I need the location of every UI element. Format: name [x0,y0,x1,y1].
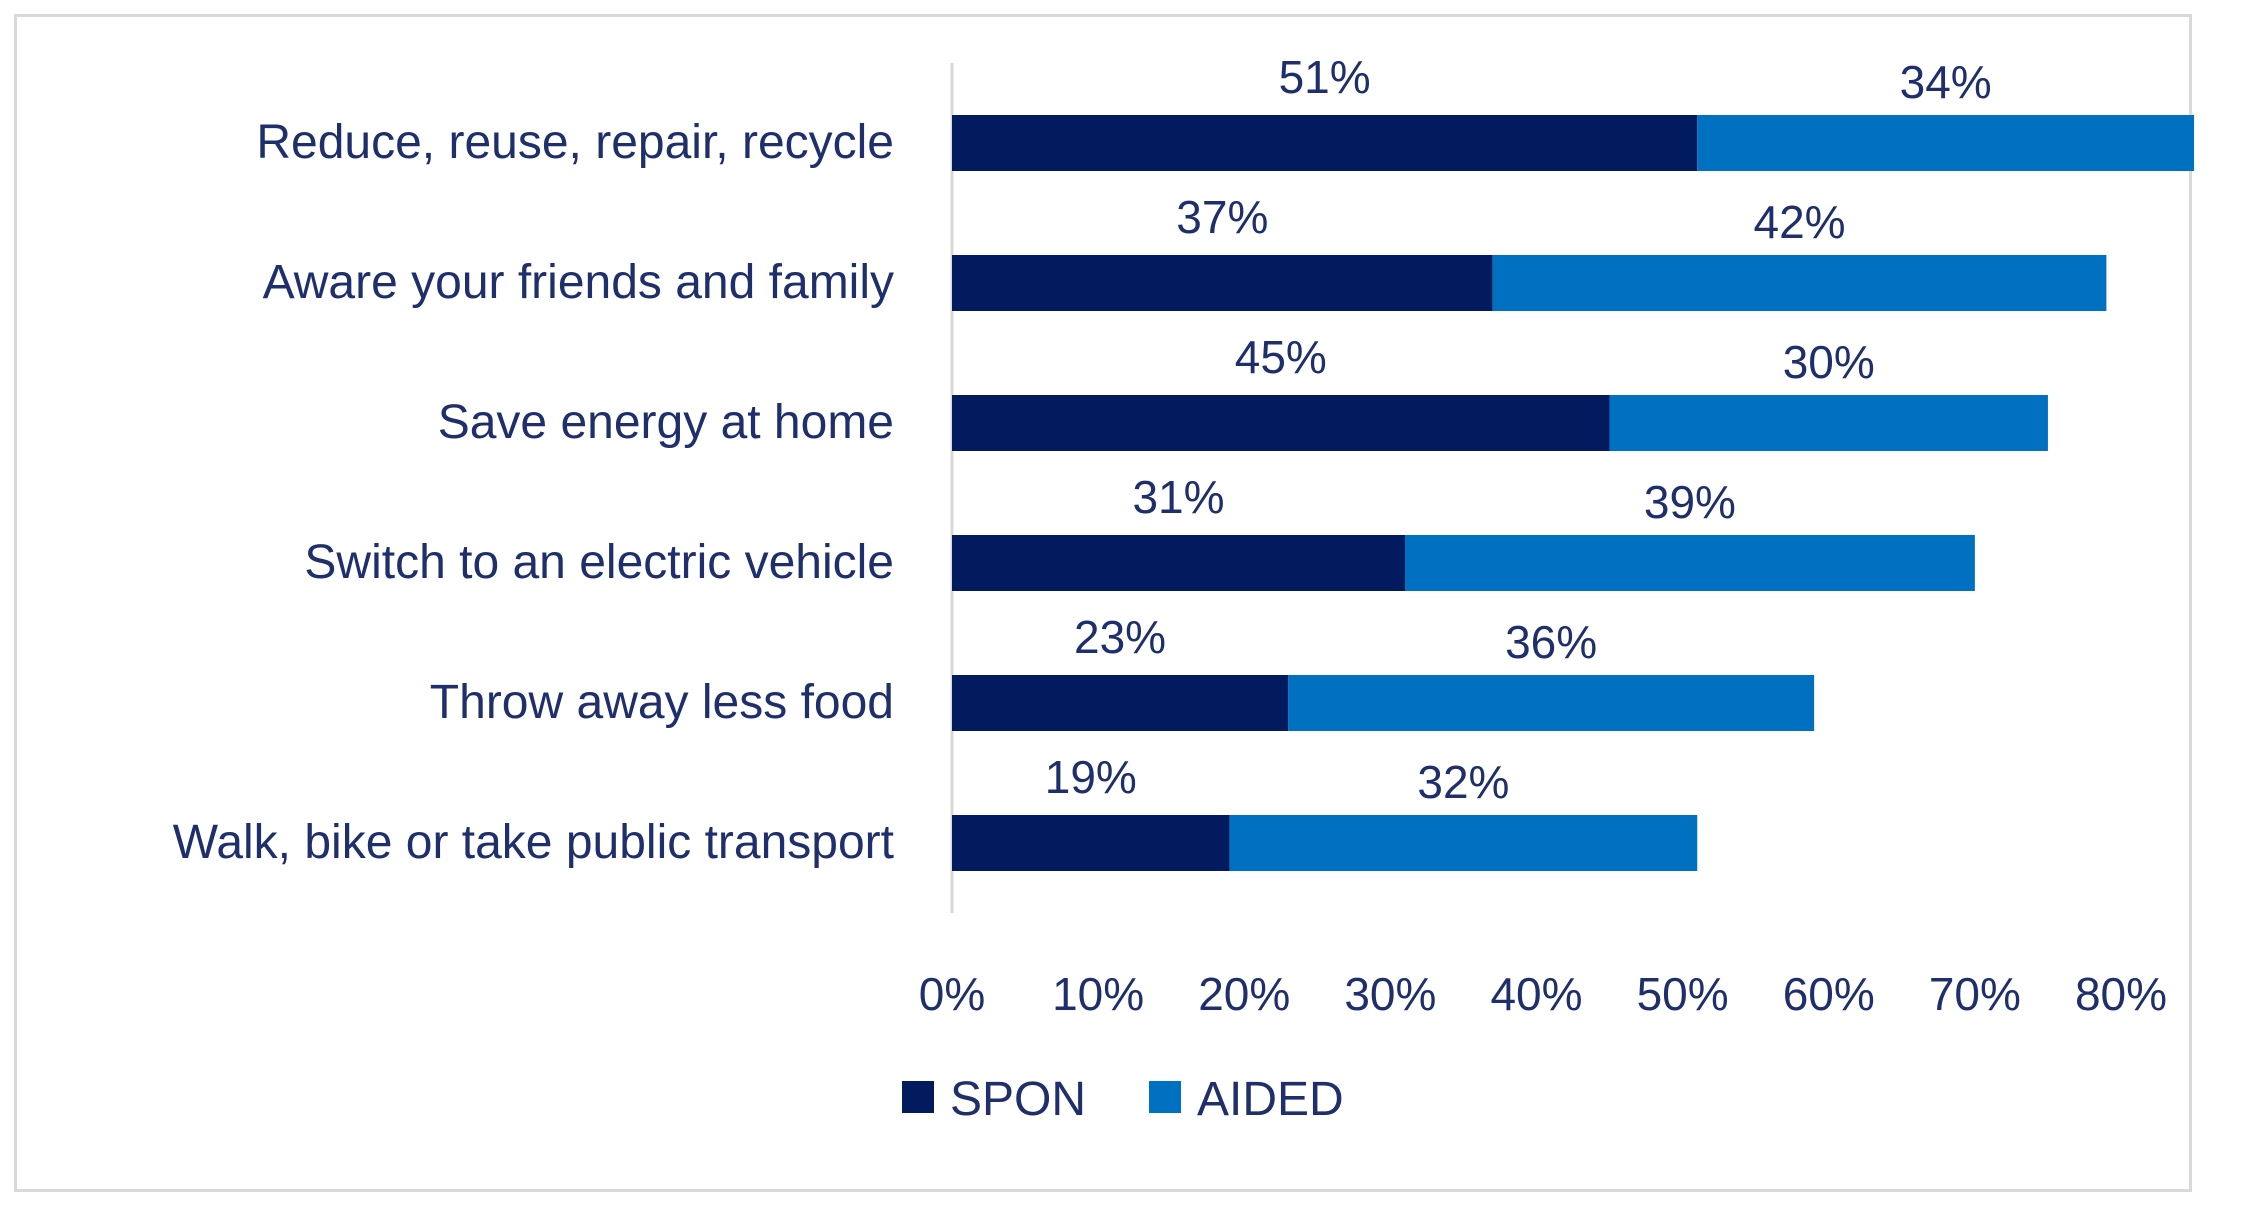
x-tick-label: 70% [1929,968,2021,1020]
x-tick-label: 0% [919,968,985,1020]
bar-spon [952,815,1230,871]
data-label-spon: 37% [1176,191,1268,243]
bar-spon [952,535,1405,591]
category-label: Switch to an electric vehicle [304,536,894,589]
bar-spon [952,115,1698,171]
data-label-aided: 32% [1417,756,1509,808]
bar-aided [1229,815,1698,871]
data-label-aided: 30% [1783,336,1875,388]
bar-spon [952,395,1610,451]
x-tick-label: 20% [1198,968,1290,1020]
data-label-spon: 51% [1279,51,1371,103]
chart-frame [14,14,2192,1192]
bar-aided [1609,395,2048,451]
x-tick-label: 10% [1052,968,1144,1020]
legend-label-aided: AIDED [1197,1073,1344,1126]
category-label: Save energy at home [438,396,894,449]
data-label-aided: 42% [1753,196,1845,248]
bar-aided [1404,535,1975,591]
legend-label-spon: SPON [950,1073,1086,1126]
category-label: Walk, bike or take public transport [173,816,894,869]
legend-swatch-aided [1149,1081,1181,1113]
x-tick-label: 60% [1783,968,1875,1020]
data-label-spon: 31% [1132,471,1224,523]
x-tick-label: 30% [1344,968,1436,1020]
x-tick-label: 80% [2075,968,2167,1020]
x-tick-label: 50% [1637,968,1729,1020]
x-tick-label: 40% [1490,968,1582,1020]
category-label: Aware your friends and family [263,256,894,309]
data-label-spon: 45% [1235,331,1327,383]
bar-aided [1697,115,2195,171]
bar-aided [1288,675,1815,731]
bar-spon [952,675,1289,731]
data-label-spon: 19% [1045,751,1137,803]
data-label-aided: 36% [1505,616,1597,668]
data-label-aided: 34% [1900,56,1992,108]
bar-spon [952,255,1493,311]
category-label: Throw away less food [430,676,894,729]
category-label: Reduce, reuse, repair, recycle [256,116,894,169]
legend-swatch-spon [902,1081,934,1113]
data-label-aided: 39% [1644,476,1736,528]
bar-aided [1492,255,2107,311]
data-label-spon: 23% [1074,611,1166,663]
